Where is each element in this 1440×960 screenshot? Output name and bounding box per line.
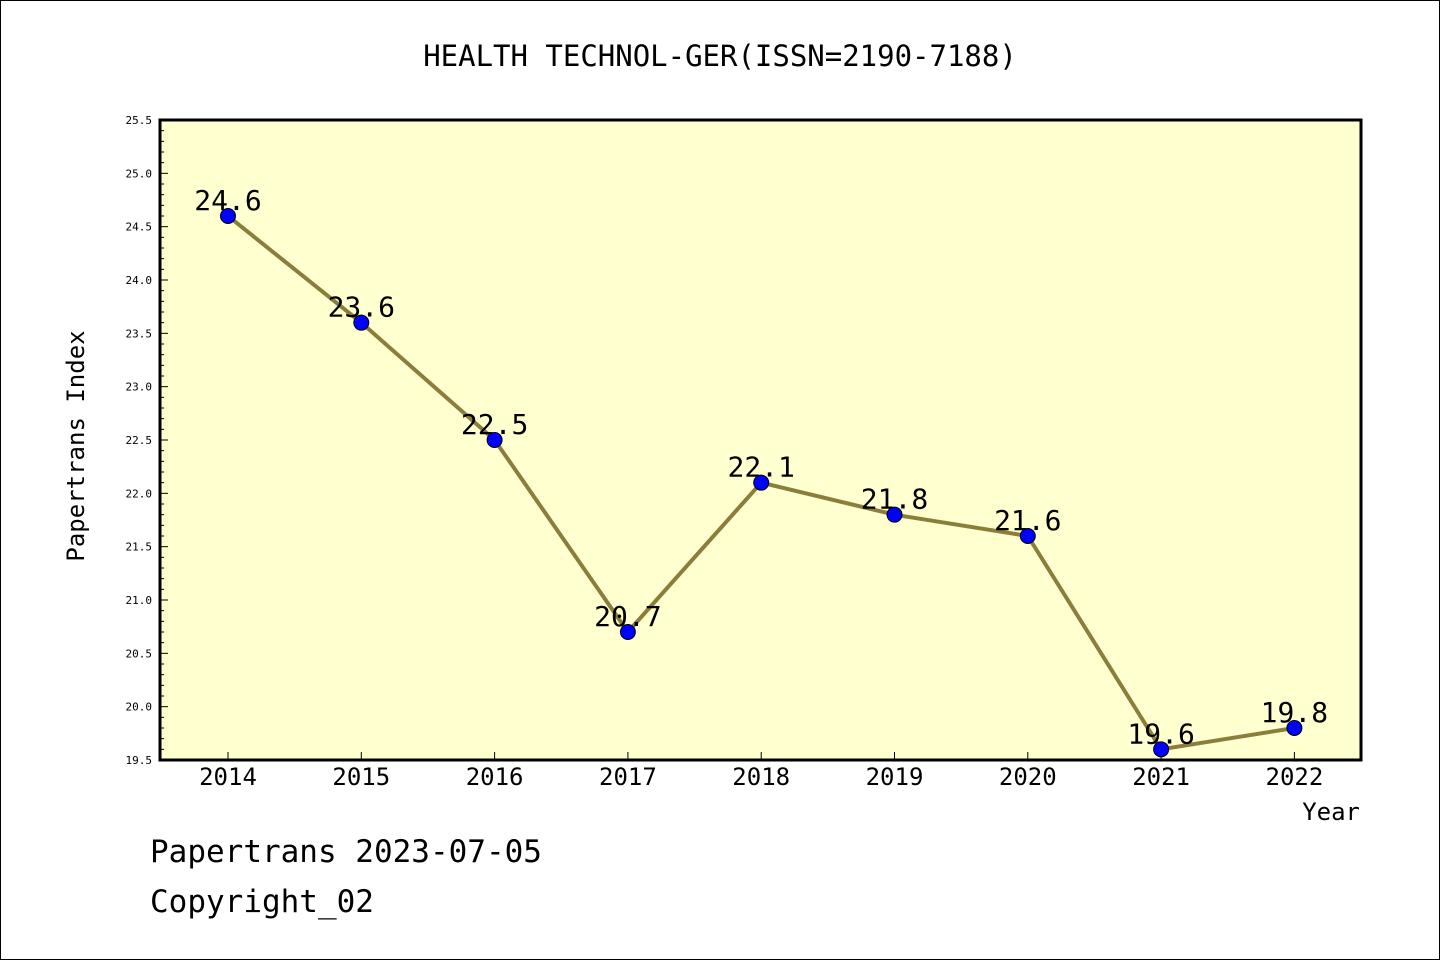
x-tick-label: 2019 (866, 763, 924, 791)
x-axis-ticks: 2014 2015 2016 2017 2018 2019 2020 2021 2022 (199, 752, 1323, 791)
data-point (486, 432, 503, 448)
y-tick-label: 21.5 (126, 541, 153, 554)
y-tick-label: 25.5 (126, 114, 153, 127)
y-tick-label: 22.0 (126, 487, 153, 500)
data-point (886, 506, 903, 523)
data-point (753, 474, 770, 491)
x-tick-label: 2020 (999, 763, 1057, 791)
x-tick-label: 2014 (199, 763, 257, 791)
y-tick-label: 24.0 (126, 274, 153, 287)
data-label: 20.7 (594, 600, 661, 633)
series-markers (220, 208, 1303, 758)
x-axis-label: Year (1302, 798, 1360, 826)
y-tick-label: 23.5 (126, 327, 153, 340)
x-tick-label: 2016 (466, 763, 524, 791)
data-point (1153, 741, 1170, 758)
y-tick-label: 24.5 (126, 221, 153, 234)
data-point (220, 208, 236, 224)
data-label: 19.6 (1127, 717, 1194, 750)
footer-copyright: Copyright_02 (150, 884, 374, 920)
data-point (619, 624, 636, 640)
y-tick-label: 20.0 (126, 701, 153, 714)
y-tick-label: 22.5 (126, 434, 153, 447)
x-tick-label: 2022 (1266, 763, 1324, 791)
chart-title: HEALTH TECHNOL-GER(ISSN=2190-7188) (423, 39, 1017, 73)
x-tick-label: 2015 (332, 763, 390, 791)
data-label: 21.8 (861, 483, 928, 516)
y-tick-label: 23.0 (126, 381, 153, 394)
x-tick-label: 2021 (1132, 763, 1190, 791)
y-tick-label: 25.0 (126, 167, 153, 180)
y-tick-label: 20.5 (126, 647, 153, 660)
plot-area (160, 120, 1361, 760)
y-axis-label: Papertrans Index (62, 330, 90, 561)
y-tick-label: 21.0 (126, 594, 153, 607)
data-label: 23.6 (328, 291, 395, 324)
footer-date: Papertrans 2023-07-05 (150, 834, 542, 870)
y-axis-ticks: 19.5 20.0 20.5 21.0 21.5 22.0 22.5 23.0 23.5 24.0… (126, 114, 168, 767)
data-point (353, 314, 370, 331)
data-point (1286, 720, 1303, 736)
x-tick-label: 2017 (599, 763, 657, 791)
data-label: 19.8 (1261, 696, 1328, 729)
y-tick-label: 19.5 (126, 754, 153, 767)
data-label: 21.6 (994, 504, 1061, 537)
data-labels: 24.6 23.6 22.5 20.7 22.1 21.8 21.6 19.6 19.8 (194, 184, 1328, 750)
x-tick-label: 2018 (732, 763, 790, 791)
data-label: 22.5 (461, 408, 528, 441)
data-label: 22.1 (727, 451, 794, 484)
data-point (1019, 528, 1036, 544)
plot-border (158, 118, 1363, 762)
data-label: 24.6 (194, 184, 261, 217)
